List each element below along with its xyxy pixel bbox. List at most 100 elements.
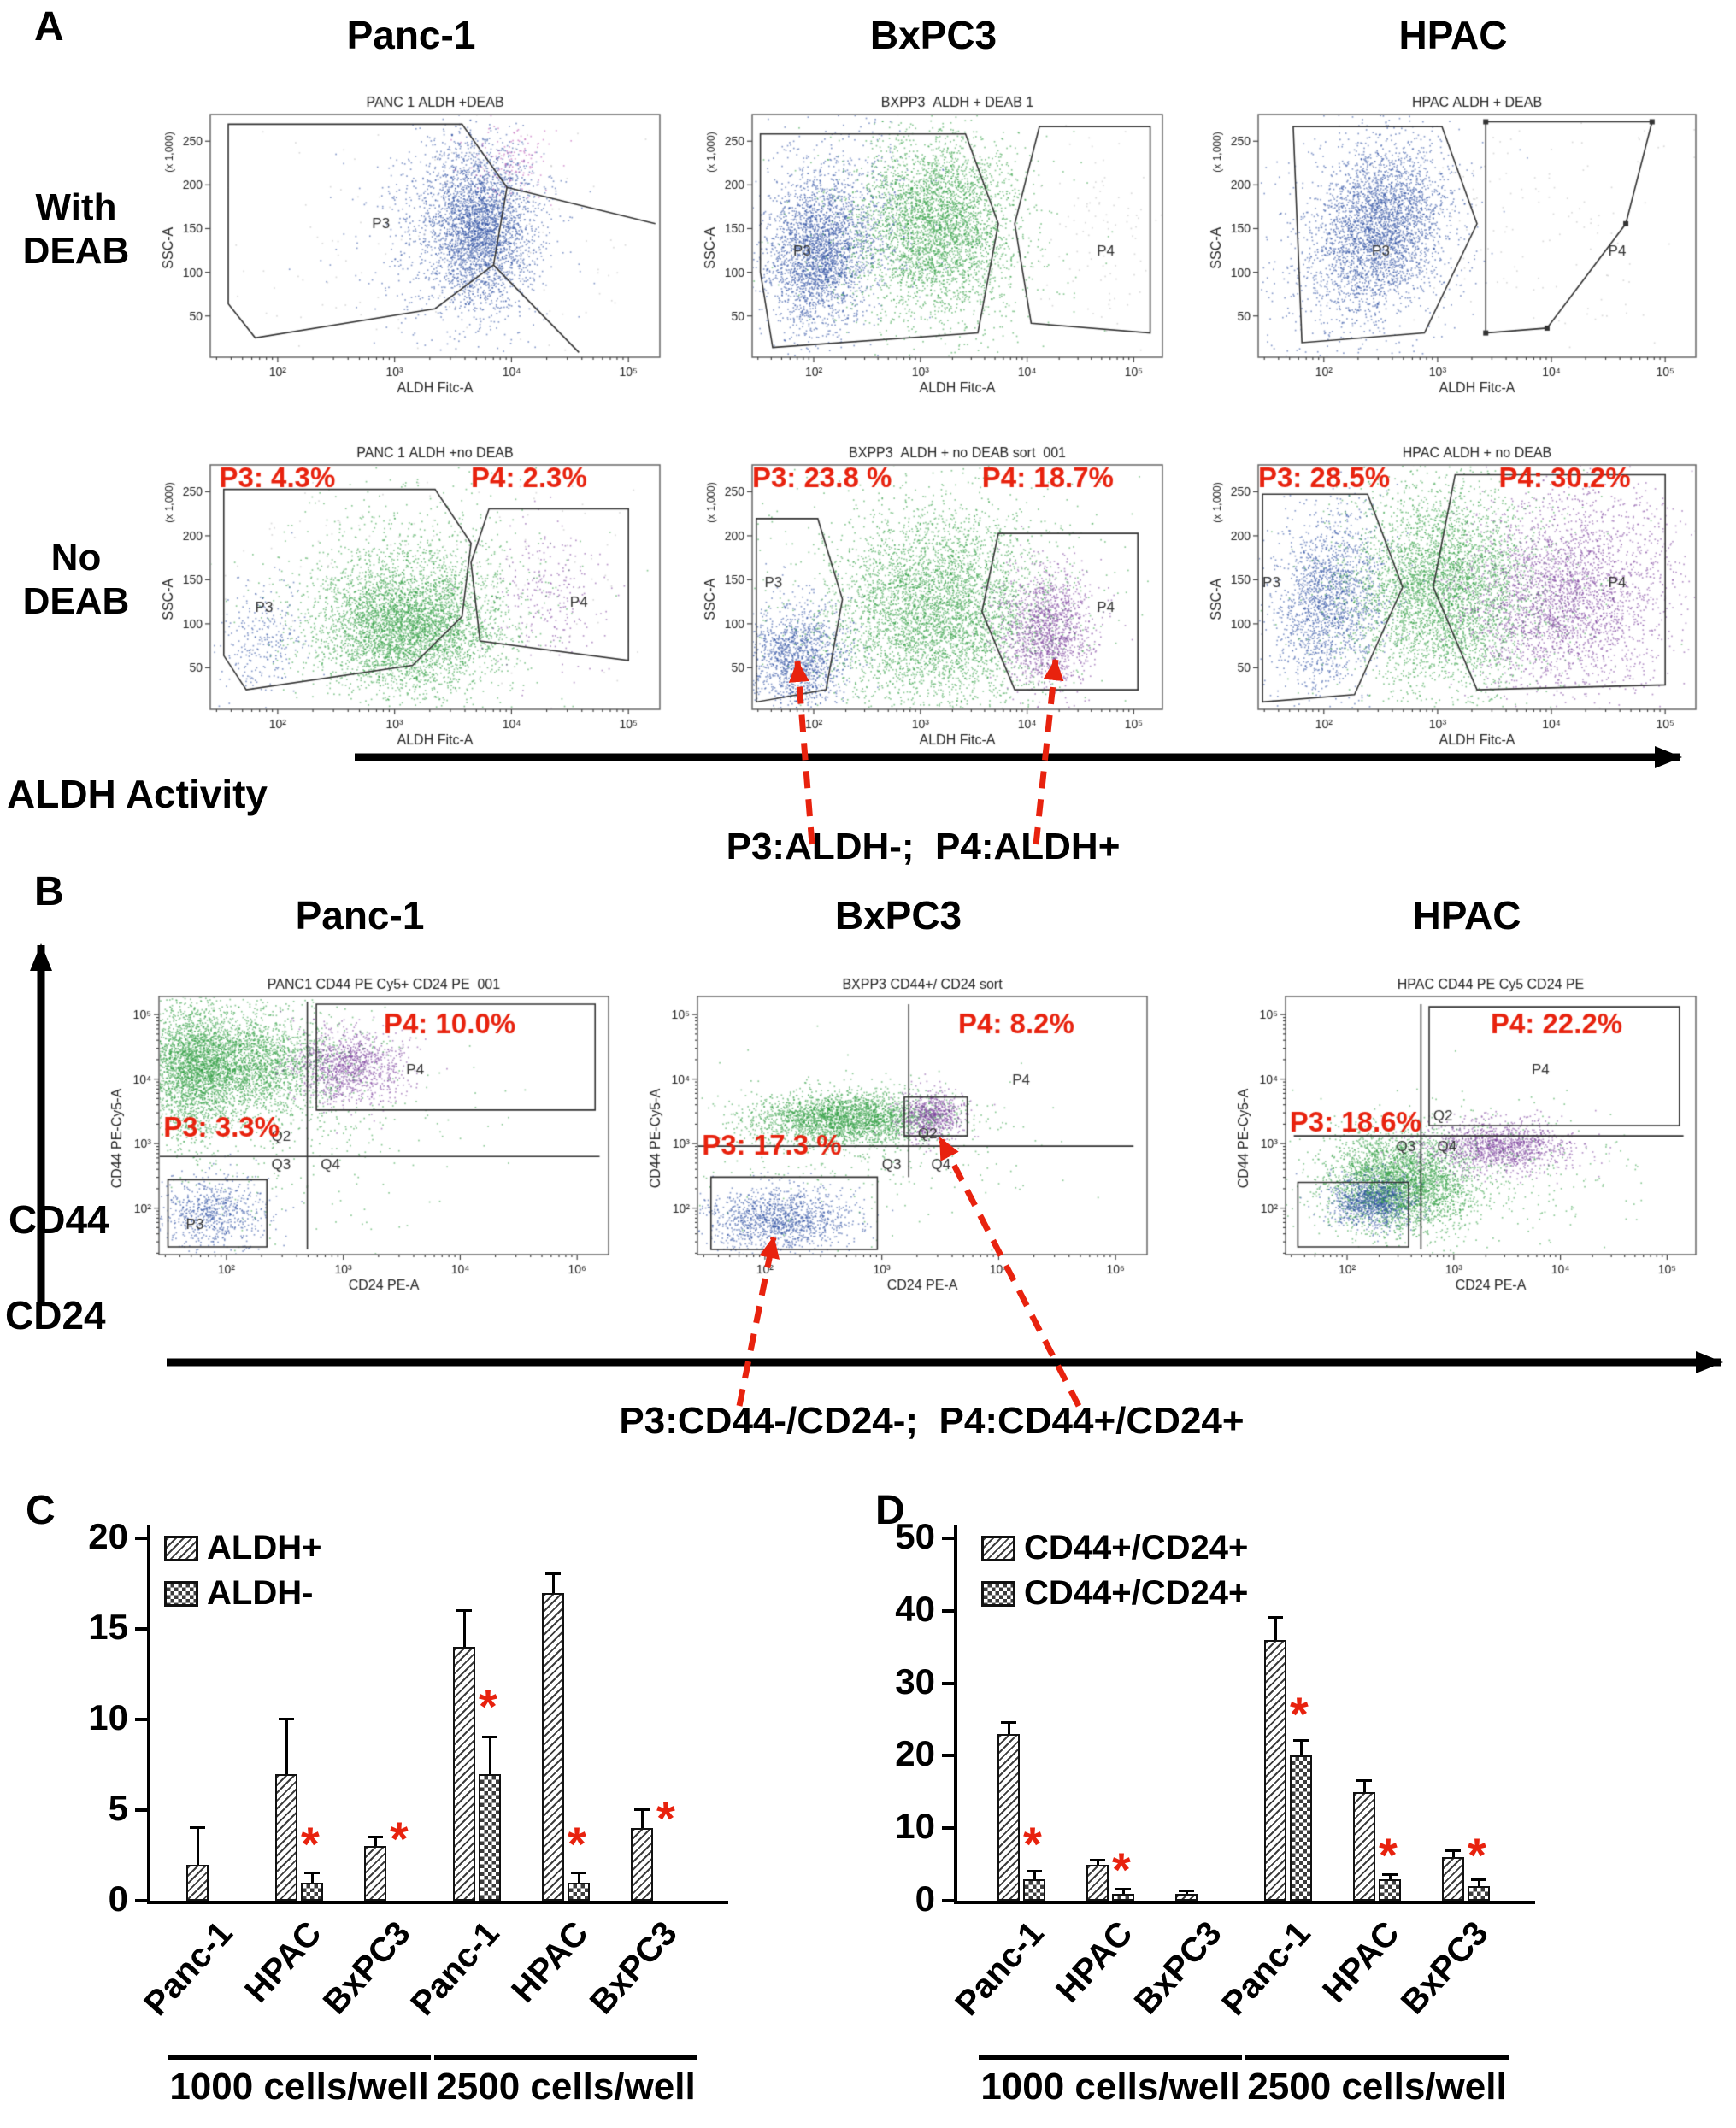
error-bar-cap [1356,1779,1372,1783]
legend-row: ALDH- [164,1574,321,1613]
panel-a-header-panc1: Panc-1 [346,13,476,57]
y-tick-label: 0 [915,1878,935,1919]
error-bar [1121,1890,1125,1894]
y-tick-label: 5 [108,1788,128,1828]
chart-d-legend: CD44+/CD24+ CD44+/CD24+ [981,1529,1248,1620]
error-bar [640,1810,644,1829]
significance-star: * [1112,1842,1131,1896]
row-label-no-deab: No DEAB [0,537,152,623]
error-bar [1362,1781,1366,1792]
error-bar-cap [1027,1870,1042,1873]
x-axis [147,1901,728,1904]
y-tick [942,1826,954,1831]
panel-b-header-bxpc3: BxPC3 [834,893,962,938]
error-bar [1007,1723,1010,1734]
error-bar-cap [1382,1873,1398,1877]
group-label: 1000 cells/well [980,2066,1240,2107]
panel-c-label: C [26,1488,56,1533]
cd24-axis-label: CD24 [5,1293,106,1337]
legend-label-aldh-neg: ALDH- [207,1574,314,1612]
flow-plot-panc1-cd44-cd24 [101,973,619,1296]
bar-series1-BxPC3 [1175,1893,1198,1901]
bar-series1-Panc-1 [186,1864,209,1901]
sphere-chart-aldh: ALDH+ ALDH- 0 5 10 15 20 * * * * * Panc-1 HPAC BxPC3… [51,1500,769,2128]
panel-d-label: D [875,1488,905,1533]
significance-star: * [390,1811,409,1866]
significance-star: * [656,1791,675,1846]
bar-series2-HPAC [1112,1893,1134,1901]
panel-b-header-panc1: Panc-1 [295,893,425,938]
legend-row: ALDH+ [164,1529,321,1567]
error-bar [1096,1861,1099,1865]
sphere-chart-cd44-cd24: CD44+/CD24+ CD44+/CD24+ 0 10 20 30 40 50 * * * * *… [863,1500,1581,2128]
legend-label-cd44-neg: CD44+/CD24+ [1024,1574,1249,1612]
error-bar-cap [279,1718,294,1720]
y-tick-label: 10 [895,1806,935,1847]
error-bar-cap [456,1608,472,1612]
group-underline [434,2055,697,2060]
significance-star: * [479,1679,497,1734]
panel-a-gate-note: P3:ALDH-; P4:ALDH+ [726,826,1121,867]
error-bar-cap [1179,1889,1194,1892]
legend-label-cd44-pos: CD44+/CD24+ [1024,1529,1249,1567]
error-bar-cap [368,1835,383,1838]
panel-b-label: B [34,869,64,914]
bar-series1-BxPC3 [631,1828,653,1901]
error-bar [1477,1880,1480,1887]
legend-row: CD44+/CD24+ [981,1529,1248,1567]
y-tick-label: 20 [88,1516,128,1556]
error-bar-cap [304,1872,320,1875]
bar-series1-Panc-1 [453,1647,475,1901]
significance-star: * [1023,1817,1042,1872]
error-bar [1299,1741,1303,1756]
error-bar [1451,1851,1455,1858]
bar-series2-HPAC [1379,1878,1401,1901]
y-tick-label: 30 [895,1661,935,1702]
error-bar-cap [571,1872,586,1875]
legend-swatch-aldh-pos [164,1535,198,1561]
bar-series1-BxPC3 [1442,1857,1464,1901]
error-bar-cap [482,1736,497,1739]
group-underline [1245,2055,1509,2060]
y-tick-label: 15 [88,1607,128,1647]
bar-series1-HPAC [1086,1864,1109,1901]
bar-series2-HPAC [301,1882,323,1901]
y-tick-label: 20 [895,1733,935,1774]
legend-row: CD44+/CD24+ [981,1574,1248,1613]
error-bar-cap [1293,1739,1309,1743]
bar-series2-Panc-1 [1290,1755,1312,1901]
y-tick-label: 40 [895,1588,935,1629]
error-bar-cap [634,1808,650,1811]
error-bar-cap [1445,1849,1461,1853]
y-tick [135,1718,147,1721]
error-bar [462,1610,466,1648]
significance-star: * [301,1817,320,1872]
legend-swatch-cd44-pos [981,1535,1015,1561]
bar-series2-Panc-1 [1023,1878,1045,1901]
bar-series1-Panc-1 [997,1733,1020,1901]
y-tick [942,1681,954,1685]
row-label-text: No [50,537,102,579]
error-bar [1388,1875,1392,1879]
y-tick [942,1754,954,1758]
row-label-text: DEAB [22,579,130,622]
error-bar [577,1873,580,1883]
y-tick-label: 0 [108,1878,128,1919]
error-bar [551,1574,555,1593]
flow-plot-bxpc3-no-deab [694,441,1173,750]
y-tick [942,1537,954,1540]
y-tick-label: 10 [88,1697,128,1737]
error-bar-cap [545,1572,561,1576]
panel-a-label: A [34,4,64,50]
group-label: 1000 cells/well [169,2066,429,2107]
group-underline [168,2055,431,2060]
flow-plot-hpac-cd44-cd24 [1227,973,1706,1296]
bar-series1-HPAC [542,1592,564,1901]
bar-series1-Panc-1 [1264,1639,1286,1901]
error-bar [285,1719,288,1774]
error-bar-cap [1001,1721,1016,1725]
significance-star: * [1290,1686,1309,1741]
error-bar [374,1837,377,1847]
y-tick [942,1899,954,1902]
legend-swatch-cd44-neg [981,1580,1015,1607]
